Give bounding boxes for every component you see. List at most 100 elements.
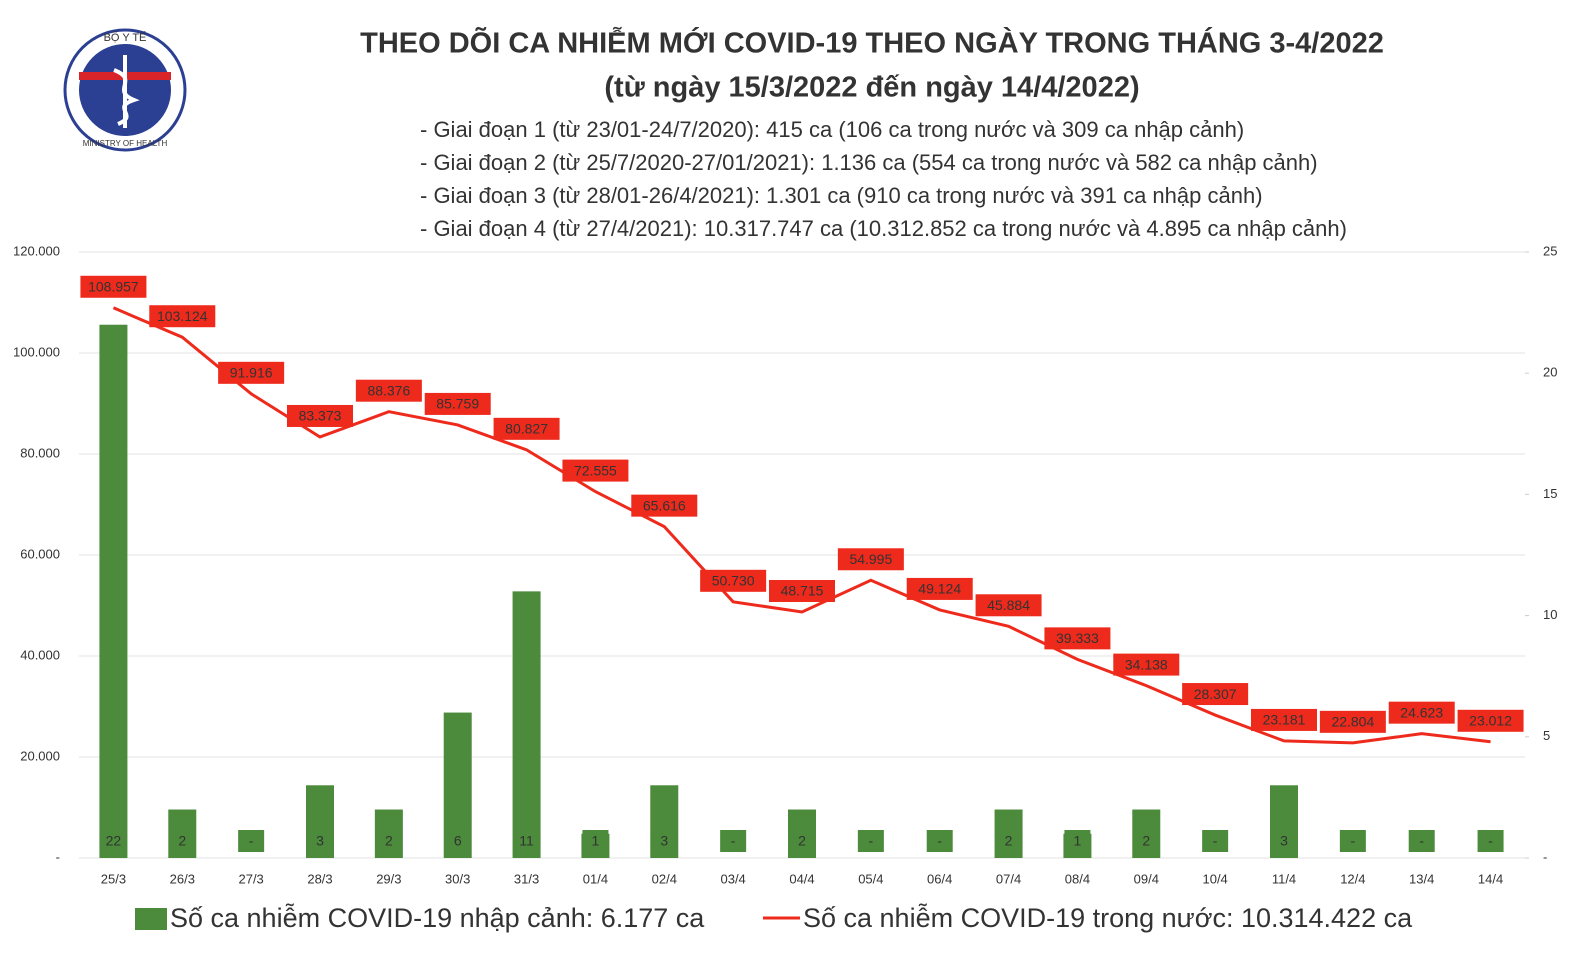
chart-title: THEO DÕI CA NHIỄM MỚI COVID-19 THEO NGÀY… — [360, 26, 1384, 60]
bar-label-box — [169, 830, 196, 852]
x-tick-label: 29/3 — [376, 871, 401, 886]
line-label: 28.307 — [1194, 686, 1237, 702]
y-tick-label: 40.000 — [20, 647, 60, 662]
bar — [99, 324, 128, 859]
bar-label-box — [100, 830, 127, 852]
bar — [512, 591, 541, 858]
y2-tick-label: - — [1543, 849, 1547, 864]
line-label: 72.555 — [574, 462, 617, 478]
line-label: 34.138 — [1125, 656, 1168, 672]
line-label-box — [355, 379, 422, 402]
bar-label-box — [1202, 830, 1229, 852]
line-label: 23.012 — [1469, 712, 1512, 728]
x-tick-label: 26/3 — [170, 871, 195, 886]
y2-tick-label: 20 — [1543, 365, 1557, 380]
bar-label: 3 — [660, 833, 668, 849]
x-tick-label: 28/3 — [307, 871, 332, 886]
bar-label: 2 — [385, 833, 393, 849]
line-label: 91.916 — [230, 365, 273, 381]
x-tick-label: 02/4 — [652, 871, 677, 886]
bar-label-box — [651, 830, 678, 852]
line-label: 45.884 — [987, 597, 1030, 613]
bar-label: 11 — [519, 833, 534, 849]
x-tick-label: 10/4 — [1202, 871, 1227, 886]
line-label: 50.730 — [712, 573, 755, 589]
line-label-box — [493, 417, 560, 440]
line-label-box — [1388, 701, 1455, 724]
y2-tick-label: 10 — [1543, 607, 1557, 622]
bar-label-box — [1477, 830, 1504, 852]
bar-label: - — [1213, 833, 1218, 849]
line-label-box — [700, 569, 767, 592]
bar-label-box — [307, 830, 333, 852]
y-tick-label: 20.000 — [20, 748, 60, 763]
bar-label: 2 — [1142, 833, 1150, 849]
bar-label-box — [1271, 830, 1297, 852]
x-tick-label: 04/4 — [789, 871, 814, 886]
y-tick-label: 100.000 — [13, 344, 60, 359]
x-tick-label: 13/4 — [1409, 871, 1434, 886]
bar-label: - — [937, 833, 942, 849]
x-tick-label: 08/4 — [1065, 871, 1090, 886]
x-tick-label: 05/4 — [858, 871, 883, 886]
annotation: - Giai đoạn 3 (từ 28/01-26/4/2021): 1.30… — [420, 183, 1263, 208]
y2-tick-label: 25 — [1543, 243, 1557, 258]
bar-label: 3 — [1280, 833, 1288, 849]
x-tick-label: 01/4 — [583, 871, 608, 886]
line-label-box — [287, 404, 353, 427]
x-tick-label: 07/4 — [996, 871, 1021, 886]
line-label: 48.715 — [781, 583, 824, 599]
x-tick-label: 03/4 — [720, 871, 745, 886]
bar-label: - — [1351, 833, 1356, 849]
line-label-box — [769, 579, 835, 602]
line-label-box — [1044, 627, 1111, 650]
legend-label: Số ca nhiễm COVID-19 trong nước: 10.314.… — [803, 902, 1413, 933]
line-label: 85.759 — [436, 396, 479, 412]
logo-symbol — [113, 55, 140, 128]
bar-label: 2 — [1005, 833, 1013, 849]
line-label: 108.957 — [88, 278, 139, 294]
bar-label-box — [995, 830, 1022, 852]
bar-label: - — [731, 833, 736, 849]
line-label-box — [1319, 710, 1386, 733]
line-label: 49.124 — [918, 581, 961, 597]
line-label-box — [1113, 653, 1180, 676]
line-label-box — [424, 392, 491, 415]
bar-label: 1 — [592, 833, 600, 849]
line-label: 24.623 — [1400, 704, 1443, 720]
x-tick-label: 30/3 — [445, 871, 470, 886]
bar-label: - — [869, 833, 874, 849]
bar-label: 2 — [798, 833, 806, 849]
line-label-box — [837, 548, 904, 571]
x-tick-label: 25/3 — [101, 871, 126, 886]
x-tick-label: 12/4 — [1340, 871, 1365, 886]
bar-label: 3 — [316, 833, 324, 849]
line-label-box — [906, 577, 973, 600]
line-label-box — [149, 305, 216, 328]
x-tick-label: 06/4 — [927, 871, 952, 886]
line-label: 83.373 — [299, 408, 342, 424]
annotation: - Giai đoạn 1 (từ 23/01-24/7/2020): 415 … — [420, 117, 1244, 142]
logo: BỘ Y TẾ MINISTRY OF HEALTH — [63, 28, 187, 152]
bar-label-box — [444, 830, 471, 852]
x-tick-label: 31/3 — [514, 871, 539, 886]
bar-label-box — [789, 830, 815, 852]
line — [112, 306, 1491, 745]
bar-label-box — [582, 830, 609, 852]
line-label: 39.333 — [1056, 630, 1099, 646]
line-label-box — [1182, 683, 1249, 706]
line-label-box — [1251, 708, 1317, 731]
bar-label-box — [1133, 830, 1160, 852]
y2-tick-label: 15 — [1543, 486, 1557, 501]
line-label-box — [1457, 709, 1524, 732]
y-tick-label: - — [56, 849, 60, 864]
line-label: 22.804 — [1331, 714, 1374, 730]
chart-subtitle: (từ ngày 15/3/2022 đến ngày 14/4/2022) — [604, 72, 1139, 104]
bar-label: 22 — [106, 833, 122, 849]
x-tick-label: 11/4 — [1272, 871, 1296, 886]
y-tick-label: 120.000 — [13, 243, 60, 258]
bar-label: - — [1488, 833, 1493, 849]
bar-label-box — [238, 830, 265, 852]
bar-label: 2 — [178, 833, 186, 849]
